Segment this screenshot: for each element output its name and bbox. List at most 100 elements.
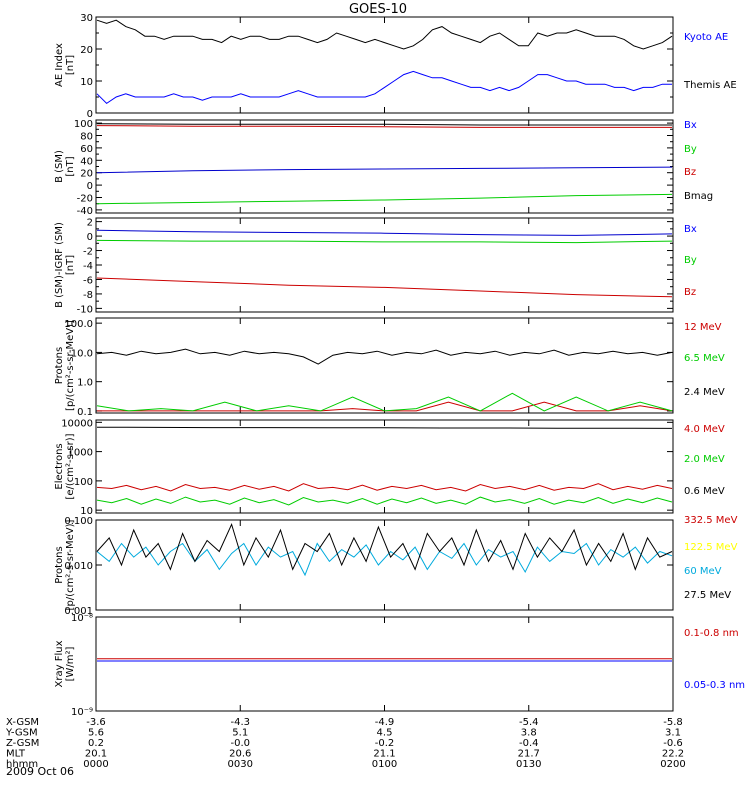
- y-tick-label: -4: [83, 261, 93, 272]
- ephemeris-value: 0130: [516, 759, 541, 770]
- y-tick-label: 0.1: [77, 407, 93, 418]
- panel-3: -10 -8 -6 -4 -2 0 2 B (SM)-IGRF (SM)[nT] Bx By Bz: [54, 217, 697, 315]
- ephemeris-value: 20.6: [229, 749, 251, 760]
- series-line: [96, 542, 673, 577]
- legend-label: Bx: [684, 224, 697, 235]
- y-tick-label: -40: [77, 206, 93, 217]
- ephemeris-value: 5.6: [88, 728, 104, 739]
- y-axis-label: Electrons[e/(cm²-s-sr)]: [54, 433, 76, 499]
- y-tick-label: 0.100: [64, 516, 93, 527]
- y-axis-label-line: [W/m²]: [65, 646, 76, 681]
- y-tick-label: 10: [80, 506, 93, 517]
- legend-label: Bz: [684, 167, 696, 178]
- y-tick-label: 0.001: [64, 606, 93, 617]
- y-tick-label: -2: [83, 247, 93, 258]
- legend-label: 332.5 MeV: [684, 515, 738, 526]
- y-axis-label-line: Protons: [54, 347, 65, 384]
- series-line: [96, 496, 673, 506]
- ephemeris-value: -4.9: [375, 717, 395, 728]
- panel-frame: [95, 16, 674, 114]
- y-axis-label: AE Index[nT]: [54, 43, 76, 87]
- y-tick-label: -20: [77, 194, 93, 205]
- y-axis-label: B (SM)[nT]: [54, 150, 76, 183]
- series-line: [96, 348, 673, 365]
- y-axis-label-line: B (SM): [54, 150, 65, 183]
- series-line: [96, 125, 672, 128]
- y-axis-label-line: Electrons: [54, 443, 65, 489]
- y-tick-label: 60: [80, 144, 93, 155]
- ephemeris-value: 0.2: [88, 738, 104, 749]
- y-tick-label: -10: [77, 304, 93, 315]
- y-axis-label-line: [nT]: [65, 156, 76, 176]
- y-axis-label: Protons[p/(cm²-s-sr-MeV)]: [54, 519, 76, 610]
- ephemeris-value: -4.3: [230, 717, 250, 728]
- ephemeris-value: -5.8: [663, 717, 683, 728]
- legend-label: 12 MeV: [684, 322, 722, 333]
- legend-label: 0.1-0.8 nm: [684, 628, 739, 639]
- series-line: [96, 19, 673, 50]
- series-line: [96, 483, 673, 492]
- y-tick-label: 100.0: [64, 319, 93, 330]
- y-tick-label: 80: [80, 132, 93, 143]
- legend-label: Bx: [684, 120, 697, 131]
- series-line: [96, 193, 673, 205]
- y-tick-label: -8: [83, 290, 93, 301]
- y-tick-label: 10⁻⁸: [71, 613, 93, 624]
- series-line: [96, 426, 673, 429]
- series-line: [96, 522, 673, 571]
- y-tick-label: 100: [74, 119, 93, 130]
- y-axis-label-line: [p/(cm²-s-sr-MeV)]: [65, 519, 76, 610]
- y-tick-label: 0: [87, 181, 93, 192]
- ephemeris-value: 21.1: [373, 749, 395, 760]
- legend-label: Bmag: [684, 191, 713, 202]
- y-axis-label: B (SM)-IGRF (SM)[nT]: [54, 222, 76, 308]
- series-line: [96, 277, 673, 298]
- y-tick-label: 2: [87, 218, 93, 229]
- ephemeris-value: -0.6: [663, 738, 683, 749]
- y-tick-label: 1000: [68, 448, 93, 459]
- panel-frame: [95, 419, 674, 514]
- y-axis-label-line: Protons: [54, 546, 65, 583]
- y-axis-label-line: AE Index: [54, 43, 65, 87]
- date-label: 2009 Oct 06: [6, 765, 74, 778]
- ephemeris-row-label: Z-GSM: [6, 738, 39, 749]
- ephemeris-value: -0.4: [519, 738, 539, 749]
- panel-frame: [95, 119, 674, 214]
- legend-label: 2.4 MeV: [684, 387, 725, 398]
- y-tick-label: -6: [83, 275, 93, 286]
- ephemeris-value: -5.4: [519, 717, 539, 728]
- series-line: [96, 229, 673, 236]
- y-tick-label: 1.0: [77, 378, 93, 389]
- y-tick-label: 100: [74, 477, 93, 488]
- ephemeris-value: 4.5: [377, 728, 393, 739]
- y-axis-label-line: [nT]: [65, 255, 76, 275]
- ephemeris-value: 22.2: [662, 749, 684, 760]
- legend-label: 60 MeV: [684, 566, 722, 577]
- legend-label: By: [684, 144, 697, 155]
- y-axis-label: Xray Flux[W/m²]: [54, 640, 76, 687]
- ephemeris-value: -3.6: [86, 717, 106, 728]
- ephemeris-row-label: Y-GSM: [5, 728, 38, 739]
- legend-label: 122.5 MeV: [684, 542, 738, 553]
- ephemeris-value: 0000: [83, 759, 108, 770]
- ephemeris-row-label: MLT: [6, 749, 26, 760]
- panel-6: 0.0010.0100.100Protons[p/(cm²-s-sr-MeV)]…: [54, 515, 738, 617]
- ephemeris-value: 0100: [372, 759, 397, 770]
- ephemeris-value: 3.1: [665, 728, 681, 739]
- legend-label: 0.6 MeV: [684, 486, 725, 497]
- legend-label: 0.05-0.3 nm: [684, 680, 745, 691]
- y-tick-label: 40: [80, 156, 93, 167]
- panel-7: 10⁻⁹ 10⁻⁸ Xray Flux[W/m²] 0.1-0.8 nm 0.05-0.…: [54, 613, 745, 718]
- ephemeris-value: 3.8: [521, 728, 537, 739]
- legend-label: 4.0 MeV: [684, 424, 725, 435]
- y-tick-label: 30: [80, 13, 93, 24]
- panel-5: 10 100 1000 10000 Electrons[e/(cm²-s-sr)] 4.0…: [54, 418, 725, 517]
- legend-label: 27.5 MeV: [684, 590, 731, 601]
- y-tick-label: 20: [80, 169, 93, 180]
- ephemeris-value: -0.2: [375, 738, 395, 749]
- legend-label: By: [684, 255, 697, 266]
- series-line: [96, 166, 673, 174]
- panel-1: 0 10 20 30 AE Index[nT] Kyoto AE Themis AE: [54, 13, 737, 120]
